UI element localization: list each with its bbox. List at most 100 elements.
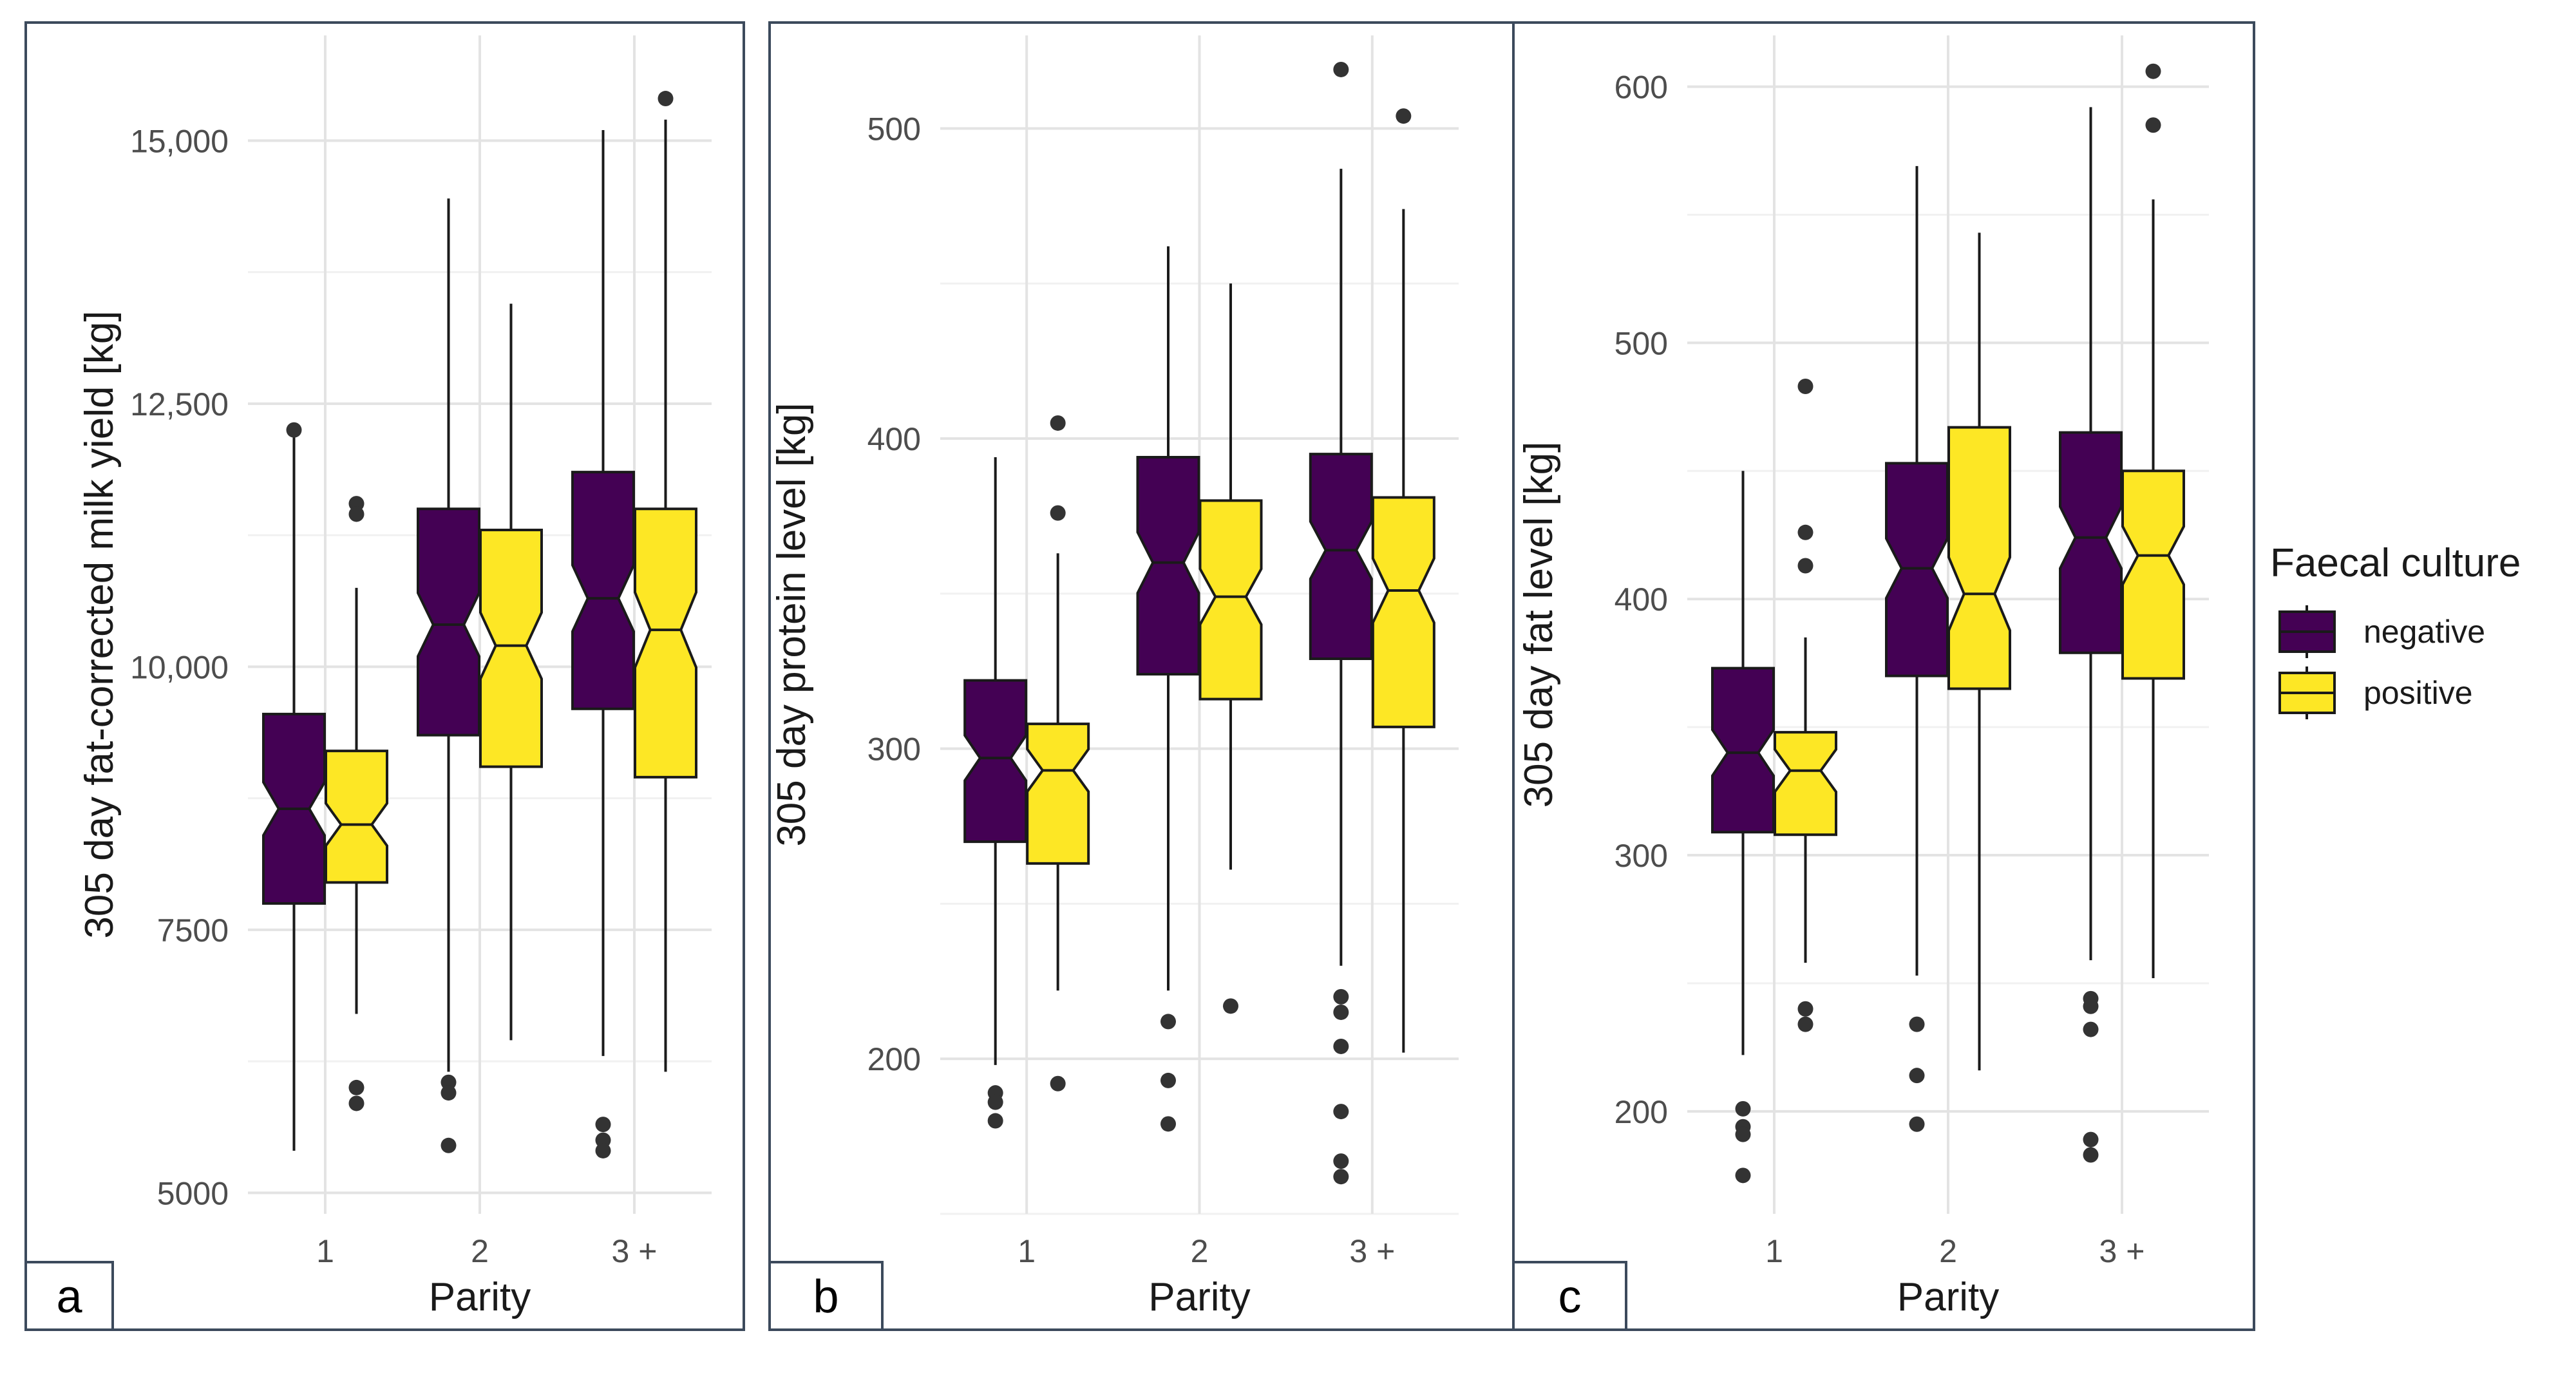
outlier-point	[1909, 1068, 1925, 1084]
outlier-point	[348, 1079, 365, 1095]
box-body	[963, 679, 1028, 844]
outlier-point	[1797, 379, 1814, 395]
box-body	[417, 507, 480, 737]
outlier-point	[1797, 524, 1814, 540]
box-negative-3+	[2059, 107, 2123, 1163]
box-body	[1198, 499, 1263, 701]
outlier-point	[348, 506, 365, 522]
box-positive-3+	[1371, 108, 1435, 1053]
y-tick-label: 200	[867, 1041, 921, 1077]
outlier-point	[2145, 117, 2161, 133]
outlier-point	[440, 1085, 457, 1101]
box-negative-1	[1711, 471, 1775, 1184]
y-tick-label: 10,000	[130, 649, 229, 685]
legend-title: Faecal culture	[2270, 541, 2521, 585]
x-tick-label: 1	[1018, 1233, 1036, 1269]
y-tick-label: 200	[1615, 1094, 1668, 1130]
box-body	[1774, 731, 1837, 836]
y-axis-title: 305 day protein level [kg]	[770, 402, 814, 846]
legend-item-negative: negative	[2278, 605, 2485, 658]
outlier-point	[1333, 1153, 1349, 1169]
box-negative-3+	[571, 130, 635, 1158]
outlier-point	[1797, 1016, 1814, 1032]
box-positive-2	[479, 303, 543, 1041]
outlier-point	[1735, 1167, 1751, 1184]
x-tick-label: 3 +	[612, 1233, 658, 1269]
y-tick-label: 300	[867, 732, 921, 768]
outlier-point	[1223, 998, 1238, 1014]
outlier-point	[1909, 1016, 1925, 1032]
legend-label: positive	[2363, 675, 2473, 711]
box-body	[571, 471, 635, 710]
legend-label: negative	[2363, 614, 2485, 650]
box-positive-1	[1026, 415, 1090, 1091]
outlier-point	[595, 1142, 611, 1158]
outlier-point	[2083, 1131, 2099, 1148]
panel-label-box	[24, 1261, 114, 1331]
outlier-point	[2083, 1147, 2099, 1163]
outlier-point	[1333, 1104, 1349, 1120]
box-negative-1	[262, 422, 326, 1151]
outlier-point	[1333, 988, 1349, 1005]
legend-item-positive: positive	[2278, 666, 2473, 719]
x-tick-label: 2	[1191, 1233, 1209, 1269]
legend: Faecal culture negative positive	[2270, 541, 2521, 719]
outlier-point	[2083, 1021, 2099, 1037]
y-tick-label: 15,000	[130, 123, 229, 159]
x-axis-title: Parity	[1897, 1275, 1999, 1319]
y-axis-title: 305 day fat level [kg]	[1517, 442, 1561, 808]
outlier-point	[1333, 1169, 1349, 1185]
box-body	[1947, 426, 2011, 690]
box-negative-3+	[1309, 61, 1373, 1185]
outlier-point	[286, 422, 302, 438]
box-positive-2	[1198, 283, 1263, 1014]
panel-label-box	[768, 1261, 884, 1331]
outlier-point	[1396, 108, 1412, 124]
panel-label: a	[56, 1271, 82, 1323]
x-tick-label: 1	[316, 1233, 334, 1269]
outlier-point	[1050, 415, 1066, 431]
box-negative-1	[963, 457, 1028, 1129]
panel-label: b	[813, 1271, 838, 1323]
panel-a: 5000 7500 10,000 12,500 15,000 1 2 3 + Parity 305…	[24, 21, 745, 1331]
outlier-point	[1333, 61, 1349, 77]
box-positive-1	[325, 496, 388, 1111]
box-negative-2	[1136, 246, 1200, 1132]
outlier-point	[1735, 1101, 1751, 1117]
box-positive-3+	[634, 91, 697, 1072]
outlier-point	[1160, 1116, 1176, 1132]
x-tick-label: 3 +	[2099, 1233, 2145, 1269]
outlier-point	[595, 1117, 611, 1133]
outlier-point	[1797, 558, 1814, 574]
box-body	[634, 507, 697, 779]
panel-label: c	[1558, 1271, 1582, 1323]
box-positive-3+	[2121, 63, 2185, 978]
y-tick-label: 300	[1615, 838, 1668, 874]
x-tick-label: 1	[1765, 1233, 1783, 1269]
panel-b: 200 300 400 500 1 2 3 + Parity 305 day protein l…	[768, 21, 1515, 1331]
box-negative-2	[1885, 165, 1949, 1132]
y-tick-label: 500	[1615, 325, 1668, 361]
panel-frame	[1512, 21, 2255, 1331]
y-tick-label: 7500	[157, 912, 229, 949]
outlier-point	[1050, 1075, 1066, 1091]
outlier-point	[987, 1113, 1003, 1129]
outlier-point	[1050, 505, 1066, 521]
panel-label-box	[1512, 1261, 1627, 1331]
x-axis-title: Parity	[429, 1275, 531, 1319]
box-body	[1026, 723, 1090, 865]
box-positive-1	[1774, 379, 1837, 1032]
y-tick-label: 12,500	[130, 386, 229, 422]
outlier-point	[348, 1095, 365, 1111]
panel-c: 200 300 400 500 600 1 2 3 + Parity 305 day fat le…	[1512, 21, 2255, 1331]
box-body	[479, 528, 543, 768]
outlier-point	[1735, 1126, 1751, 1142]
outlier-point	[1160, 1014, 1176, 1030]
x-tick-label: 3 +	[1349, 1233, 1395, 1269]
x-axis-title: Parity	[1148, 1275, 1250, 1319]
box-body	[1136, 455, 1200, 676]
outlier-point	[987, 1094, 1003, 1110]
box-body	[2059, 431, 2123, 654]
box-body	[2121, 469, 2185, 680]
